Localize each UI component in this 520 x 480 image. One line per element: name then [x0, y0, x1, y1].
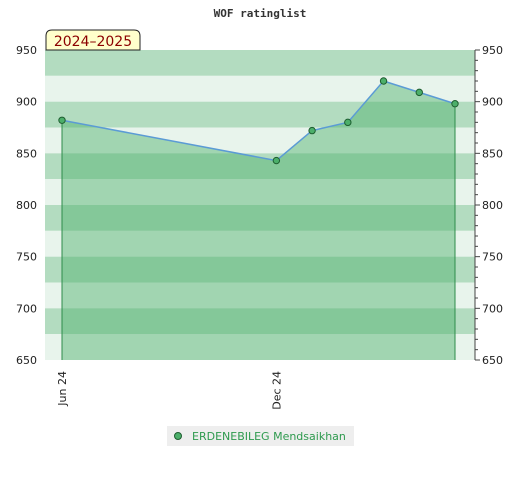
data-point — [58, 116, 66, 124]
legend-marker — [174, 432, 182, 440]
grid-band — [45, 334, 475, 360]
grid-band — [45, 230, 475, 257]
grid-band — [45, 75, 475, 102]
plot-background — [45, 50, 475, 360]
data-point — [451, 100, 459, 108]
y-tick-label-left: 850 — [16, 147, 37, 160]
legend-entry: ERDENEBILEG Mendsaikhan — [192, 430, 346, 443]
data-point — [415, 88, 423, 97]
grid-band — [45, 50, 475, 76]
y-tick-label-right: 900 — [482, 96, 503, 109]
y-tick-label-right: 750 — [482, 251, 503, 264]
grid-band — [45, 282, 475, 309]
y-tick-label-right: 850 — [482, 147, 503, 160]
data-point — [272, 156, 281, 165]
grid-band — [45, 101, 475, 128]
legend-background — [167, 426, 354, 446]
x-tick-label: Dec 24 — [270, 371, 283, 410]
grid-band — [45, 179, 475, 205]
grid-band — [45, 308, 475, 335]
y-tick-label-right: 700 — [482, 302, 503, 315]
season-label-box: 2024–2025 — [45, 29, 141, 51]
data-point — [308, 126, 316, 135]
y-tick-label-left: 950 — [16, 44, 37, 57]
series-area-fill — [62, 81, 455, 360]
y-tick-label-left: 700 — [16, 302, 37, 315]
grid-band — [45, 205, 475, 231]
x-tick-label: Jun 24 — [56, 371, 69, 407]
chart-title: WOF ratinglist — [214, 7, 307, 20]
series-markers — [58, 77, 459, 165]
data-point — [344, 118, 352, 127]
y-tick-label-left: 750 — [16, 251, 37, 264]
y-axis-left: 650 700 750 800 850 900 950 — [16, 44, 37, 367]
y-tick-label-left: 650 — [16, 354, 37, 367]
y-tick-label-right: 800 — [482, 199, 503, 212]
season-label-background — [45, 29, 141, 51]
grid-band — [45, 256, 475, 283]
y-axis-right: 650 700 750 800 850 900 950 — [474, 44, 503, 367]
legend: ERDENEBILEG Mendsaikhan — [167, 426, 354, 446]
season-label: 2024–2025 — [54, 34, 132, 50]
y-tick-label-right: 650 — [482, 354, 503, 367]
y-tick-label-right: 950 — [482, 44, 503, 57]
y-tick-label-left: 900 — [16, 96, 37, 109]
x-axis: Jun 24 Dec 24 — [56, 371, 283, 410]
y-tick-label-left: 800 — [16, 199, 37, 212]
grid-band — [45, 127, 475, 154]
data-point — [379, 77, 388, 85]
